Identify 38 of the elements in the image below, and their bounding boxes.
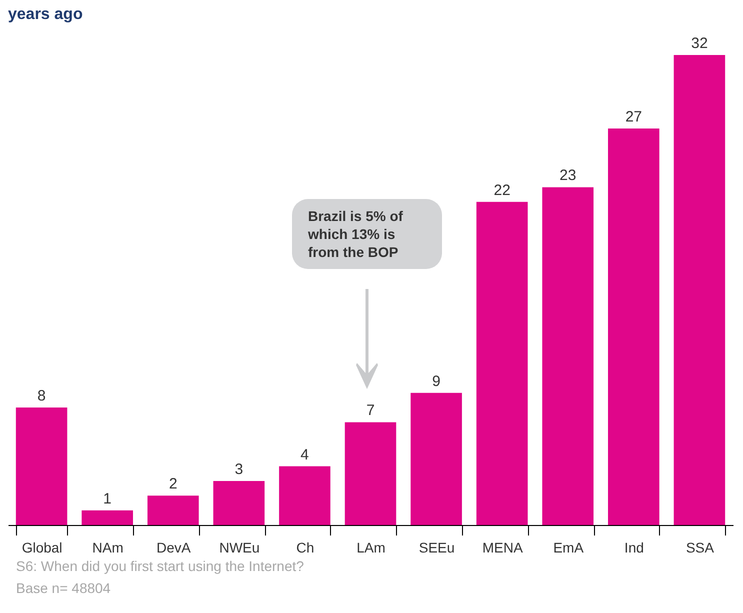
data-label: 1: [103, 490, 112, 508]
speech-bubble: Brazil is 5% of which 13% is from the BOP: [292, 199, 442, 269]
bar: [410, 392, 462, 525]
data-label: 8: [37, 388, 46, 404]
data-label: 23: [560, 167, 576, 184]
bar: [82, 510, 133, 525]
data-label: 2: [168, 476, 178, 493]
bar: [147, 496, 199, 525]
data-label: 27: [625, 108, 642, 126]
text: S6: When did you first start using the Internet?: [16, 557, 305, 576]
bar: [674, 55, 726, 525]
x-tick-label: EmA: [553, 540, 584, 556]
data-label: 4: [300, 446, 309, 464]
x-tick-label: SEEu: [418, 540, 455, 556]
x-tick-label: Ch: [296, 540, 314, 556]
bar: [542, 187, 594, 525]
x-tick-label: MENA: [482, 540, 524, 556]
bar: [476, 202, 528, 525]
x-tick-label: NAm: [92, 540, 124, 556]
x-tick-label: DevA: [156, 540, 192, 556]
data-label: 7: [366, 402, 375, 420]
x-tick-label: LAm: [356, 540, 386, 556]
x-tick-label: SSA: [686, 540, 715, 556]
x-tick-label: Global: [22, 540, 62, 556]
chart-title: years ago: [8, 6, 83, 23]
bar: [279, 466, 330, 525]
x-tick-label: NWEu: [219, 540, 260, 556]
bar: [608, 128, 660, 525]
data-label: 32: [691, 35, 708, 52]
annotation: Brazil is 5% of which 13% is from the BOP: [308, 208, 403, 260]
bar: [16, 408, 68, 525]
data-label: 22: [494, 182, 510, 199]
bar: [344, 422, 396, 525]
text: Base n= 48804: [16, 579, 112, 598]
data-label: 3: [234, 460, 244, 478]
data-label: 9: [432, 372, 440, 390]
bar: [213, 480, 265, 525]
x-tick-label: Ind: [624, 540, 644, 556]
